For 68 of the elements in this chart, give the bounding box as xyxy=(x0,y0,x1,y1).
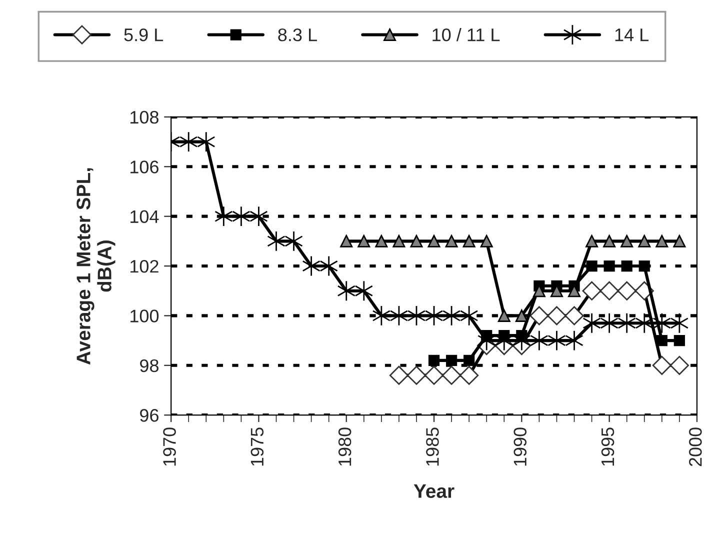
point xyxy=(674,334,685,346)
y-tick-label: 106 xyxy=(130,160,158,174)
point xyxy=(197,131,216,152)
point xyxy=(445,234,458,248)
point xyxy=(337,280,356,302)
point xyxy=(340,234,353,248)
x-tick-label: 1975 xyxy=(250,428,264,466)
point xyxy=(392,234,406,248)
point xyxy=(586,260,598,272)
point xyxy=(284,230,303,252)
point xyxy=(354,280,374,302)
point xyxy=(530,330,548,351)
y-axis-title: Average 1 Meter SPL, dB(A) xyxy=(76,168,116,365)
y-tick-label: 96 xyxy=(140,409,158,422)
legend-label: 14 L xyxy=(615,28,649,42)
point xyxy=(673,234,686,248)
point xyxy=(621,260,632,272)
point xyxy=(375,234,388,248)
x-tick-label: 1980 xyxy=(338,428,352,466)
point xyxy=(179,131,198,152)
point xyxy=(656,234,668,248)
legend-label: 5.9 L xyxy=(124,28,164,42)
point xyxy=(565,330,584,351)
point xyxy=(586,234,598,248)
y-tick-label: 98 xyxy=(140,359,158,372)
point xyxy=(446,354,458,366)
point xyxy=(638,234,651,248)
point xyxy=(214,206,233,227)
point xyxy=(302,256,320,276)
x-tick-label: 1995 xyxy=(601,428,614,466)
point xyxy=(582,312,601,334)
point xyxy=(232,206,250,227)
point xyxy=(620,234,634,248)
point xyxy=(410,234,423,248)
point xyxy=(638,260,650,272)
point xyxy=(428,234,440,248)
point xyxy=(604,260,615,272)
y-tick-label: 108 xyxy=(130,110,158,124)
point xyxy=(603,234,616,248)
point xyxy=(635,312,654,334)
y-tick-label: 102 xyxy=(130,260,158,273)
point xyxy=(267,230,286,252)
point xyxy=(320,256,338,276)
point xyxy=(358,234,370,248)
point xyxy=(428,354,440,366)
point xyxy=(480,234,493,248)
point xyxy=(656,334,668,346)
legend-label: 8.3 L xyxy=(278,28,317,42)
x-tick-label: 1985 xyxy=(426,428,439,466)
point xyxy=(670,312,689,334)
point xyxy=(462,234,476,248)
y-tick-label: 100 xyxy=(130,310,159,322)
point xyxy=(548,330,566,351)
x-tick-label: 1970 xyxy=(163,428,176,466)
legend-label: 10 / 11 L xyxy=(432,28,500,42)
point xyxy=(652,312,672,334)
point xyxy=(460,305,478,326)
point xyxy=(515,309,528,322)
point xyxy=(464,354,475,366)
point xyxy=(498,309,510,322)
point xyxy=(600,312,618,334)
y-tick-label: 104 xyxy=(130,210,159,224)
x-tick-label: 2000 xyxy=(689,428,702,466)
x-axis-title: Year xyxy=(414,484,454,498)
point xyxy=(618,312,636,334)
point xyxy=(250,206,268,227)
x-tick-label: 1990 xyxy=(514,428,527,466)
point xyxy=(372,305,391,326)
